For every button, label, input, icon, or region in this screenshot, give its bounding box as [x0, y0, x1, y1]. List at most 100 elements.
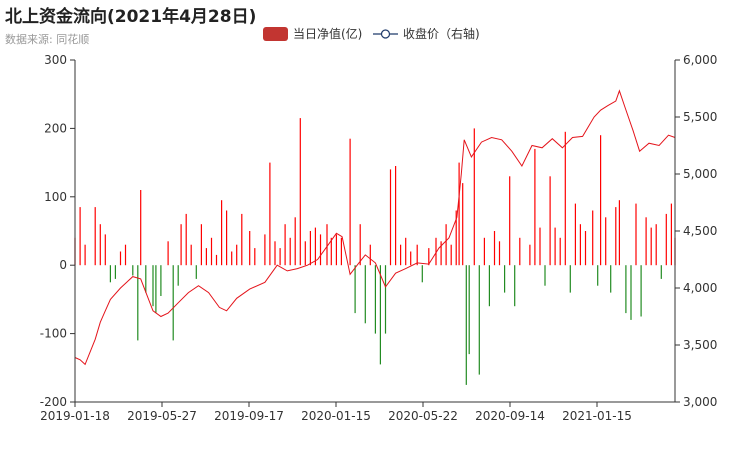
net-flow-bar	[137, 265, 139, 341]
x-tick-label: 2020-09-14	[475, 409, 545, 423]
net-flow-bar	[410, 251, 412, 266]
y-right-tick-label: 4,000	[683, 281, 717, 295]
net-flow-bar	[304, 241, 306, 266]
legend-swatch-net-flow[interactable]	[263, 27, 288, 41]
net-flow-bar	[379, 265, 381, 365]
net-flow-bar	[215, 254, 218, 266]
net-flow-bar	[605, 217, 607, 266]
y-right-tick-label: 5,000	[683, 167, 717, 181]
net-flow-bar	[645, 217, 647, 266]
net-flow-bar	[405, 237, 407, 266]
x-tick-label: 2020-01-15	[301, 409, 371, 423]
net-flow-bar	[274, 241, 276, 266]
net-flow-bar	[529, 244, 531, 266]
net-flow-bar	[269, 162, 271, 266]
net-flow-bar	[236, 244, 238, 266]
net-flow-bar	[109, 265, 111, 283]
y-left-tick-label: -100	[40, 327, 67, 341]
net-flow-bar	[640, 265, 642, 317]
net-flow-bar	[600, 135, 602, 266]
x-tick-label: 2020-05-22	[388, 409, 458, 423]
net-flow-bar	[226, 210, 228, 266]
net-flow-bars	[74, 118, 676, 385]
net-flow-bar	[249, 231, 251, 266]
net-flow-bar	[421, 265, 423, 283]
net-flow-bar	[559, 237, 561, 266]
net-flow-bar	[618, 200, 620, 266]
net-flow-bar	[440, 241, 442, 266]
net-flow-bar	[428, 248, 430, 266]
net-flow-bar	[630, 265, 632, 320]
net-flow-bar	[650, 227, 652, 266]
net-flow-bar	[625, 265, 627, 314]
net-flow-bar	[104, 234, 106, 266]
net-flow-bar	[504, 265, 506, 293]
net-flow-bar	[205, 248, 207, 266]
y-right-tick-label: 3,500	[683, 338, 717, 352]
net-flow-bar	[458, 162, 460, 266]
y-left-tick-label: 100	[44, 190, 67, 204]
net-flow-bar	[635, 203, 637, 266]
net-flow-bar	[597, 265, 599, 286]
net-flow-bar	[660, 265, 662, 279]
net-flow-bar	[534, 148, 536, 266]
net-flow-bar	[478, 265, 480, 375]
net-flow-bar	[395, 166, 397, 266]
net-flow-bar	[84, 244, 86, 266]
y-right-tick-label: 3,000	[683, 395, 717, 409]
net-flow-bar	[610, 265, 612, 293]
net-flow-bar	[314, 227, 316, 266]
net-flow-bar	[549, 176, 551, 266]
net-flow-bar	[279, 248, 281, 266]
net-flow-bar	[369, 244, 371, 266]
net-flow-bar	[374, 265, 376, 334]
net-flow-bar	[483, 237, 485, 266]
net-flow-bar	[152, 265, 154, 307]
net-flow-bar	[231, 251, 233, 266]
net-flow-bar	[264, 234, 266, 266]
net-flow-bar	[284, 224, 286, 266]
x-tick-label: 2021-01-15	[562, 409, 632, 423]
net-flow-bar	[564, 131, 566, 266]
y-left-tick-label: 300	[44, 53, 67, 67]
y-left-tick-label: 0	[59, 258, 67, 272]
net-flow-bar	[514, 265, 516, 307]
net-flow-bar	[294, 217, 296, 266]
net-flow-bar	[330, 237, 332, 266]
net-flow-bar	[473, 128, 475, 266]
net-flow-bar	[195, 265, 197, 279]
net-flow-bar	[172, 265, 174, 341]
net-flow-bar	[579, 224, 581, 266]
net-flow-bar	[340, 237, 342, 266]
net-flow-bar	[354, 265, 356, 314]
net-flow-bar	[299, 118, 301, 266]
net-flow-bar	[359, 224, 361, 266]
net-flow-bar	[400, 244, 402, 266]
net-flow-bar	[177, 265, 179, 286]
net-flow-bar	[241, 213, 243, 266]
net-flow-bar	[435, 237, 437, 266]
net-flow-bar	[450, 244, 452, 266]
net-flow-bar	[670, 203, 672, 266]
net-flow-bar	[309, 231, 311, 266]
net-flow-bar	[455, 210, 457, 266]
net-flow-bar	[592, 210, 594, 266]
net-flow-bar	[574, 203, 576, 266]
legend-label-net-flow[interactable]: 当日净值(亿)	[293, 26, 362, 41]
net-flow-bar	[488, 265, 490, 307]
legend-swatch-close[interactable]	[373, 29, 398, 39]
net-flow-bar	[145, 265, 147, 293]
legend[interactable]: 当日净值(亿) 收盘价（右轴)	[263, 26, 480, 41]
legend-label-close[interactable]: 收盘价（右轴)	[403, 26, 480, 41]
net-flow-bar	[384, 265, 387, 334]
y-right-tick-label: 4,500	[683, 224, 717, 238]
net-flow-bar	[519, 237, 521, 266]
net-flow-bar	[190, 244, 192, 266]
net-flow-bar	[465, 265, 467, 385]
net-flow-bar	[544, 265, 546, 286]
close-price-line	[74, 89, 676, 366]
net-flow-bar	[167, 241, 169, 266]
net-flow-bar	[132, 265, 134, 276]
x-tick-label: 2019-05-27	[127, 409, 197, 423]
